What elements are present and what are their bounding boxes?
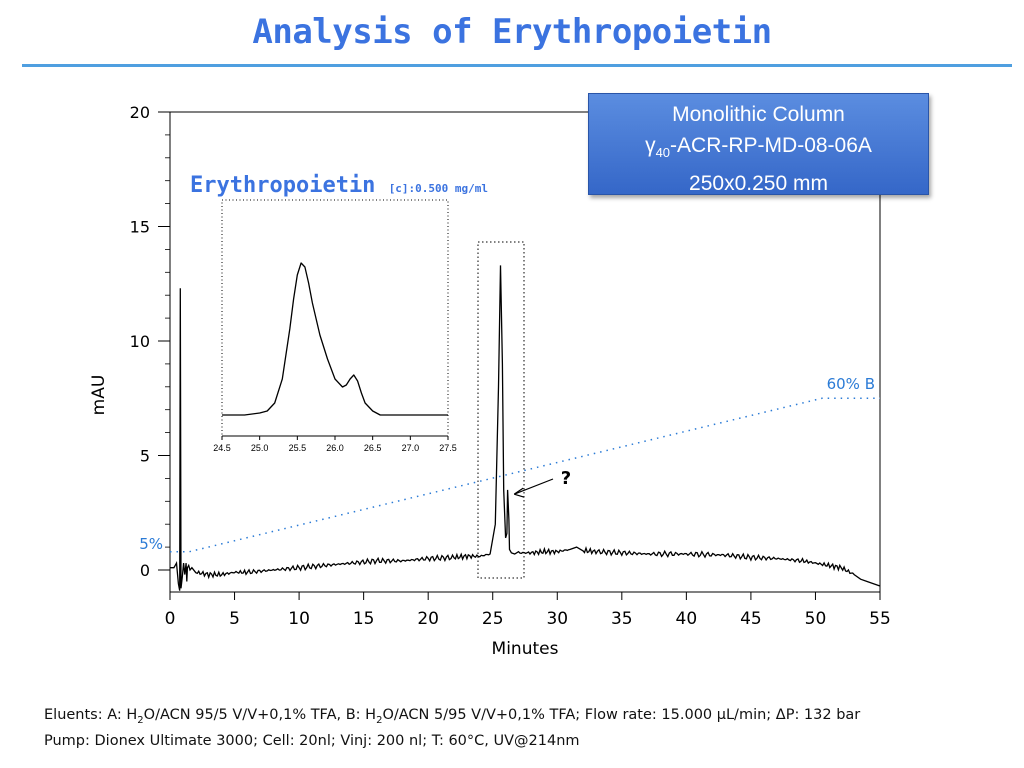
inset-x-tick-label: 25.0 xyxy=(251,443,269,453)
main-traces xyxy=(170,265,881,591)
inset-concentration-text: [c]:0.500 mg/ml xyxy=(389,182,488,195)
x-tick-label: 5 xyxy=(229,609,240,629)
y-tick-label: 5 xyxy=(140,447,150,466)
x-tick-label: 45 xyxy=(740,609,762,629)
unknown-peak-label: ? xyxy=(561,468,571,489)
x-tick-label: 35 xyxy=(611,609,633,629)
column-info-box: Monolithic Column γ40-ACR-RP-MD-08-06A 2… xyxy=(588,93,929,195)
method-conditions: Eluents: A: H2O/ACN 95/5 V/V+0,1% TFA, B… xyxy=(44,705,1004,752)
x-tick-label: 0 xyxy=(165,609,176,629)
chromatogram-trace xyxy=(170,265,881,591)
unknown-peak-arrow xyxy=(514,478,554,495)
inset-x-tick-label: 27.5 xyxy=(439,443,457,453)
peak-highlight-box xyxy=(477,241,525,579)
column-dimension-text: 250x0.250 mm xyxy=(689,172,828,196)
annotations: 5% 60% B? xyxy=(139,375,875,553)
slide-title: Analysis of Erythropoietin xyxy=(252,12,772,52)
column-type-text: Monolithic Column xyxy=(672,103,845,126)
unknown-peak-arrowhead xyxy=(513,487,525,498)
x-tick-label: 55 xyxy=(869,609,891,629)
x-tick-label: 20 xyxy=(417,609,439,629)
inset-title-text: Erythropoietin xyxy=(190,173,389,198)
title-divider xyxy=(22,64,1012,67)
y-tick-label: 20 xyxy=(130,103,150,122)
inset-x-tick-label: 27.0 xyxy=(402,443,420,453)
x-tick-label: 40 xyxy=(676,609,698,629)
y-tick-label: 0 xyxy=(140,561,150,580)
y-axis-title: mAU xyxy=(89,375,109,416)
inset-frame xyxy=(221,199,449,437)
inset-x-tick-label: 24.5 xyxy=(213,443,231,453)
x-tick-label: 30 xyxy=(546,609,568,629)
x-axis-title: Minutes xyxy=(492,639,559,659)
instrument-line: Pump: Dionex Ultimate 3000; Cell: 20nl; … xyxy=(44,732,580,749)
x-tick-label: 15 xyxy=(353,609,375,629)
inset-trace xyxy=(222,262,448,416)
column-id-text: γ40-ACR-RP-MD-08-06A xyxy=(645,134,872,161)
x-tick-label: 25 xyxy=(482,609,504,629)
x-tick-label: 50 xyxy=(805,609,827,629)
eluents-line: Eluents: A: H2O/ACN 95/5 V/V+0,1% TFA, B… xyxy=(44,707,861,726)
gradient-profile-line xyxy=(170,397,880,553)
gradient-end-label: 60% B xyxy=(827,375,875,393)
main-labels: 0 5 10 15 20 0 5 10 15 20 25 30 35 40 45 50 55 Minutes mAU xyxy=(89,103,891,659)
y-tick-label: 10 xyxy=(130,332,150,351)
inset-x-tick-label: 25.5 xyxy=(289,443,307,453)
inset-chart: 24.5 25.0 25.5 26.0 26.5 27.0 27.5 Erythropoiet… xyxy=(190,173,488,453)
chromatogram-chart: 0 5 10 15 20 0 5 10 15 20 25 30 35 40 45 50 55 Minutes mAU… xyxy=(89,103,891,659)
x-tick-label: 10 xyxy=(288,609,310,629)
inset-x-tick-label: 26.0 xyxy=(326,443,344,453)
inset-x-tick-label: 26.5 xyxy=(364,443,382,453)
inset-title: Erythropoietin [c]:0.500 mg/ml xyxy=(190,173,488,198)
y-tick-label: 15 xyxy=(130,218,150,237)
gradient-start-label: 5% xyxy=(139,535,163,553)
